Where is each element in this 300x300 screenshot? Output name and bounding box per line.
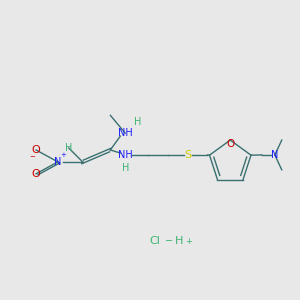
Text: O: O [226,139,234,149]
Text: H: H [175,236,183,246]
Text: H: H [134,117,142,127]
Text: H: H [122,163,129,173]
Text: +: + [60,152,66,158]
Text: NH: NH [118,128,133,138]
Text: N: N [54,157,61,167]
Text: O: O [32,145,40,155]
Text: N: N [271,150,278,160]
Text: +: + [185,237,192,246]
Text: −: − [29,154,35,160]
Text: −: − [165,236,173,246]
Text: NH: NH [118,150,133,160]
Text: S: S [184,150,191,160]
Text: Cl: Cl [149,236,161,246]
Text: O: O [32,169,40,179]
Text: H: H [65,143,72,153]
